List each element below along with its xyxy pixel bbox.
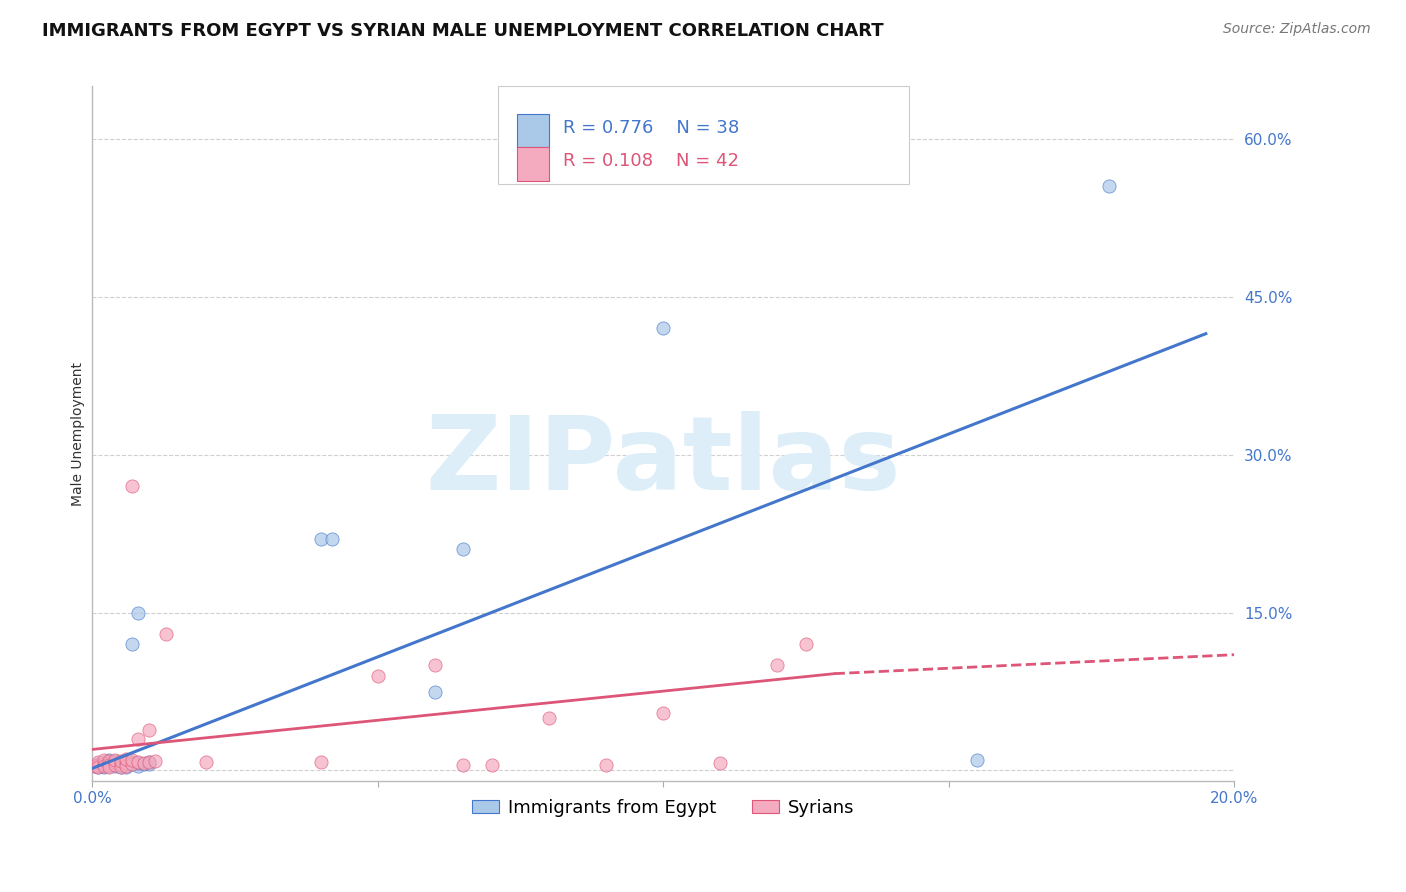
Point: [110, 758, 132, 772]
Text: IMMIGRANTS FROM EGYPT VS SYRIAN MALE UNEMPLOYMENT CORRELATION CHART: IMMIGRANTS FROM EGYPT VS SYRIAN MALE UNE…: [42, 22, 884, 40]
Point: [127, 606, 149, 620]
Point: [127, 759, 149, 773]
Point: [127, 756, 149, 770]
Point: [110, 760, 132, 774]
Legend: Immigrants from Egypt, Syrians: Immigrants from Egypt, Syrians: [464, 791, 862, 824]
Point: [110, 757, 132, 772]
Point: [966, 753, 988, 767]
Point: [98, 758, 121, 772]
Point: [453, 542, 475, 557]
Point: [138, 755, 160, 769]
Point: [652, 706, 675, 720]
FancyBboxPatch shape: [517, 114, 550, 147]
Point: [98, 759, 121, 773]
Point: [794, 637, 817, 651]
Text: Source: ZipAtlas.com: Source: ZipAtlas.com: [1223, 22, 1371, 37]
Point: [121, 753, 143, 767]
Point: [104, 756, 127, 770]
Point: [121, 757, 143, 772]
Point: [87, 757, 110, 772]
Point: [115, 752, 138, 766]
Point: [93, 760, 115, 774]
Point: [652, 321, 675, 335]
Point: [84, 759, 107, 773]
Point: [138, 723, 160, 738]
Point: [309, 755, 332, 769]
Point: [423, 684, 446, 698]
Point: [93, 757, 115, 772]
Point: [709, 756, 731, 770]
Point: [309, 532, 332, 546]
Point: [87, 755, 110, 769]
Point: [87, 760, 110, 774]
Point: [87, 758, 110, 772]
Point: [87, 760, 110, 774]
Point: [115, 756, 138, 770]
Point: [132, 757, 155, 772]
Point: [90, 758, 112, 772]
Point: [155, 626, 177, 640]
Point: [195, 755, 218, 769]
Point: [538, 711, 561, 725]
Point: [110, 757, 132, 772]
Point: [93, 759, 115, 773]
Point: [481, 758, 503, 772]
Point: [367, 669, 389, 683]
Point: [98, 756, 121, 770]
Point: [98, 754, 121, 768]
FancyBboxPatch shape: [517, 147, 550, 180]
Point: [132, 756, 155, 770]
Point: [127, 731, 149, 746]
Point: [104, 754, 127, 768]
Point: [115, 758, 138, 772]
Point: [98, 756, 121, 770]
Point: [84, 759, 107, 773]
Point: [115, 754, 138, 768]
Point: [453, 758, 475, 772]
Point: [115, 760, 138, 774]
Point: [110, 755, 132, 769]
Point: [595, 758, 617, 772]
Point: [121, 757, 143, 772]
Point: [766, 658, 789, 673]
Point: [110, 760, 132, 774]
Point: [93, 755, 115, 769]
Point: [115, 756, 138, 770]
FancyBboxPatch shape: [498, 87, 908, 184]
Y-axis label: Male Unemployment: Male Unemployment: [72, 361, 86, 506]
Text: ZIPatlas: ZIPatlas: [426, 411, 901, 512]
Point: [127, 755, 149, 769]
Point: [1098, 179, 1121, 194]
Point: [104, 753, 127, 767]
Point: [93, 758, 115, 772]
Point: [138, 755, 160, 769]
Point: [98, 760, 121, 774]
Point: [104, 758, 127, 772]
Point: [143, 754, 166, 768]
Point: [98, 753, 121, 767]
Point: [93, 753, 115, 767]
Point: [321, 532, 343, 546]
Point: [121, 755, 143, 769]
Text: R = 0.776    N = 38: R = 0.776 N = 38: [562, 119, 740, 136]
Point: [104, 759, 127, 773]
Point: [138, 757, 160, 772]
Point: [115, 759, 138, 773]
Point: [121, 637, 143, 651]
Point: [110, 754, 132, 768]
Point: [121, 479, 143, 493]
Point: [423, 658, 446, 673]
Point: [98, 757, 121, 772]
Point: [104, 755, 127, 769]
Text: R = 0.108    N = 42: R = 0.108 N = 42: [562, 153, 738, 170]
